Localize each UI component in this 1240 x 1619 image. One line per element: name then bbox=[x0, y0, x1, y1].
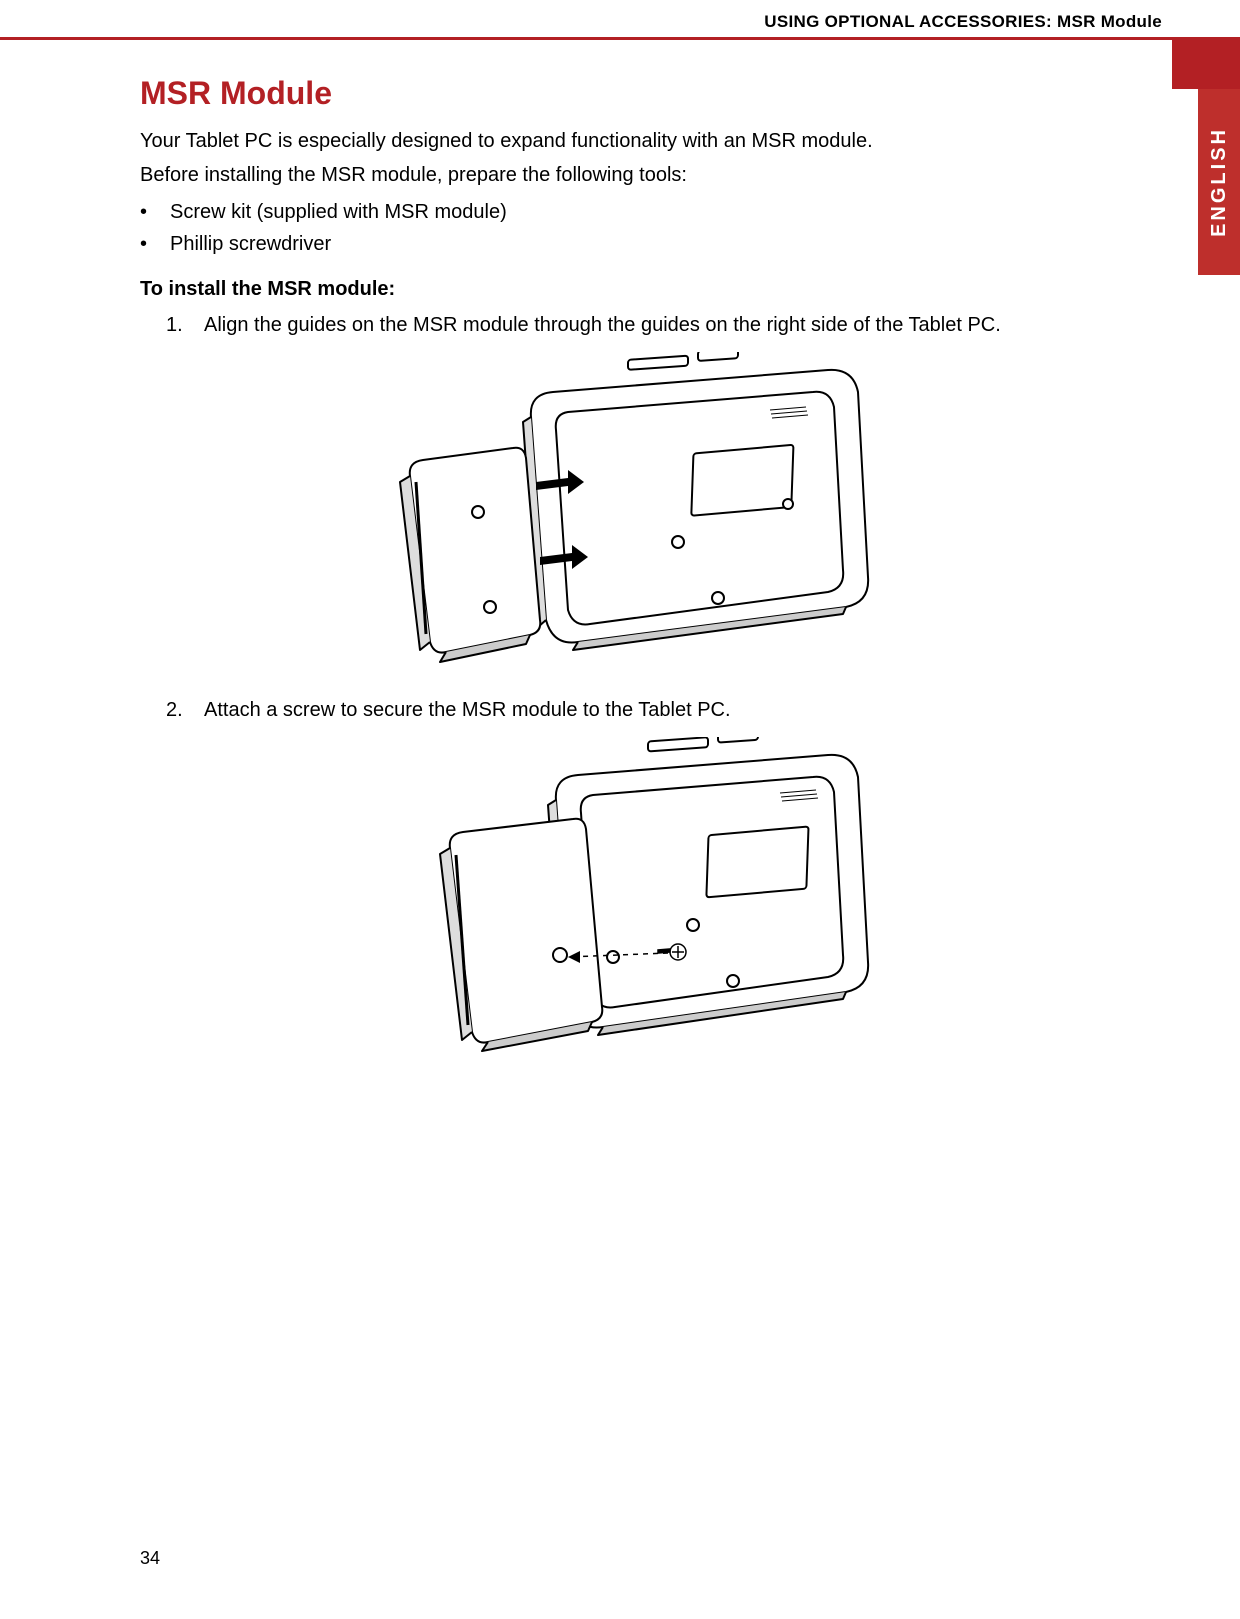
language-tab-label: ENGLISH bbox=[1208, 127, 1231, 237]
bullet-item: • Screw kit (supplied with MSR module) bbox=[140, 196, 1100, 228]
tablet-screw-diagram-icon bbox=[368, 737, 873, 1057]
page-number: 34 bbox=[140, 1548, 160, 1569]
header-corner-box bbox=[1172, 37, 1240, 89]
figure-1-container bbox=[140, 352, 1100, 672]
bullet-text: Screw kit (supplied with MSR module) bbox=[170, 196, 507, 228]
step-text: Attach a screw to secure the MSR module … bbox=[204, 696, 731, 725]
tools-bullet-list: • Screw kit (supplied with MSR module) •… bbox=[140, 196, 1100, 260]
intro-line-2: Before installing the MSR module, prepar… bbox=[140, 160, 1100, 190]
tablet-align-diagram-icon bbox=[368, 352, 873, 672]
bullet-dot-icon: • bbox=[140, 228, 170, 260]
main-content: MSR Module Your Tablet PC is especially … bbox=[140, 75, 1100, 1081]
bullet-item: • Phillip screwdriver bbox=[140, 228, 1100, 260]
install-subheading: To install the MSR module: bbox=[140, 278, 1100, 301]
step-item: 1. Align the guides on the MSR module th… bbox=[166, 311, 1100, 340]
language-tab: ENGLISH bbox=[1198, 89, 1240, 275]
step-number: 2. bbox=[166, 696, 204, 725]
step-text: Align the guides on the MSR module throu… bbox=[204, 311, 1001, 340]
intro-line-1: Your Tablet PC is especially designed to… bbox=[140, 126, 1100, 156]
header-section-title: USING OPTIONAL ACCESSORIES: MSR Module bbox=[764, 12, 1162, 32]
page-title: MSR Module bbox=[140, 75, 1100, 112]
header-divider-line bbox=[0, 37, 1172, 40]
step-number: 1. bbox=[166, 311, 204, 340]
step-item: 2. Attach a screw to secure the MSR modu… bbox=[166, 696, 1100, 725]
bullet-text: Phillip screwdriver bbox=[170, 228, 331, 260]
bullet-dot-icon: • bbox=[140, 196, 170, 228]
figure-2-container bbox=[140, 737, 1100, 1057]
